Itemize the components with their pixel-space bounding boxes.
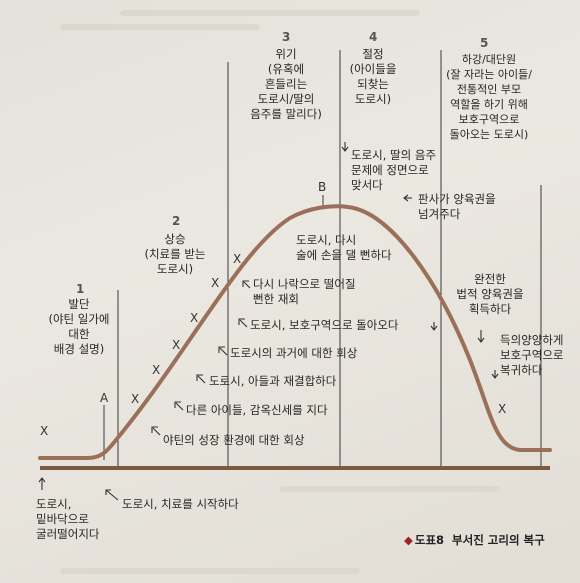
event-past-memory: 도로시의 과거에 대한 회상 — [230, 346, 358, 360]
stage-label-4: 절정 (아이들을 되찾는 도로시) — [349, 47, 397, 106]
point-a-label: A — [100, 391, 109, 405]
stage-number-3: 3 — [282, 30, 291, 44]
marker-x: X — [40, 424, 49, 438]
stage-number-5: 5 — [480, 36, 489, 50]
event-daughter-return: 득의양양하게 보호구역으로 복귀하다 — [500, 333, 564, 377]
stage-label-2: 상승 (치료를 받는 도로시) — [144, 232, 206, 276]
stage-number-1: 1 — [76, 282, 85, 296]
marker-x: X — [233, 252, 242, 266]
plot-curve — [38, 204, 552, 460]
event-custody-judge: 판사가 양육권을 넘겨주다 — [418, 192, 496, 221]
marker-x: X — [190, 311, 199, 325]
event-treatment: 도로시, 치료를 시작하다 — [122, 497, 239, 511]
marker-x: X — [131, 392, 140, 406]
event-memory-upbringing: 야틴의 성장 환경에 대한 회상 — [163, 433, 305, 447]
event-reunite: 도로시, 아들과 재결합하다 — [209, 374, 337, 388]
marker-x: X — [172, 338, 181, 352]
marker-x: X — [498, 402, 507, 416]
event-relapse: 다시 나락으로 떨어질 뻔한 재회 — [253, 277, 356, 306]
event-confront: 도로시, 딸의 음주 문제에 정면으로 맞서다 — [351, 148, 437, 192]
stage-number-4: 4 — [369, 30, 378, 44]
figure-title: 부서진 고리의 복구 — [452, 533, 545, 547]
event-arrows — [38, 142, 499, 501]
marker-x: X — [211, 276, 220, 290]
event-children-check: 다른 아이들, 감옥신세를 지다 — [186, 403, 328, 417]
event-custody-full: 완전한 법적 양육권을 획득하다 — [456, 272, 524, 316]
stage-label-3: 위기 (유혹에 흔들리는 도로시/딸의 음주를 말리다) — [250, 47, 322, 121]
stage-number-2: 2 — [172, 214, 181, 228]
stage-label-5: 하강/대단원 (잘 자라는 아이들/전통적인 부모 역할을 하기 위해 보호구역으로 돌… — [446, 53, 532, 141]
event-return-reserve: 도로시, 보호구역으로 돌아오다 — [250, 318, 399, 332]
event-fell: 도로시, 밑바닥으로 굴러떨어지다 — [36, 497, 100, 541]
marker-x: X — [152, 363, 161, 377]
figure-number: 도표8 — [414, 533, 445, 547]
figure-caption: ◆ 도표8 부서진 고리의 복구 — [404, 532, 545, 548]
stage-label-1: 발단 (야틴 일가에 대한 배경 설명) — [48, 297, 110, 356]
point-b-label: B — [318, 180, 327, 194]
diamond-icon: ◆ — [404, 533, 413, 547]
event-almost-hand: 도로시, 다시 술에 손을 댈 뻔하다 — [296, 233, 392, 262]
